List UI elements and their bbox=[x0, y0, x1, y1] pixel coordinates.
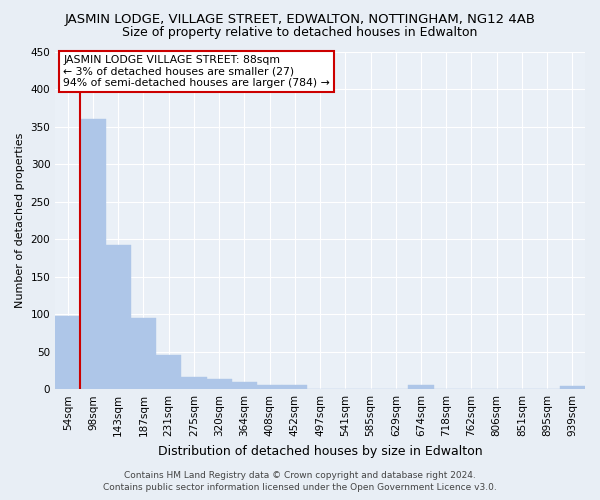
Bar bbox=[181, 377, 206, 389]
Bar bbox=[80, 119, 106, 389]
Bar bbox=[156, 356, 181, 389]
Bar bbox=[560, 386, 585, 389]
Y-axis label: Number of detached properties: Number of detached properties bbox=[15, 132, 25, 308]
Text: Contains HM Land Registry data © Crown copyright and database right 2024.
Contai: Contains HM Land Registry data © Crown c… bbox=[103, 471, 497, 492]
Bar bbox=[131, 318, 156, 389]
Text: JASMIN LODGE, VILLAGE STREET, EDWALTON, NOTTINGHAM, NG12 4AB: JASMIN LODGE, VILLAGE STREET, EDWALTON, … bbox=[65, 12, 536, 26]
Bar bbox=[257, 384, 282, 389]
Bar bbox=[206, 380, 232, 389]
Bar bbox=[106, 245, 131, 389]
Bar bbox=[232, 382, 257, 389]
Text: JASMIN LODGE VILLAGE STREET: 88sqm
← 3% of detached houses are smaller (27)
94% : JASMIN LODGE VILLAGE STREET: 88sqm ← 3% … bbox=[63, 55, 330, 88]
Bar bbox=[55, 316, 80, 389]
Bar bbox=[282, 386, 307, 389]
Bar bbox=[409, 386, 434, 389]
X-axis label: Distribution of detached houses by size in Edwalton: Distribution of detached houses by size … bbox=[158, 444, 482, 458]
Text: Size of property relative to detached houses in Edwalton: Size of property relative to detached ho… bbox=[122, 26, 478, 39]
